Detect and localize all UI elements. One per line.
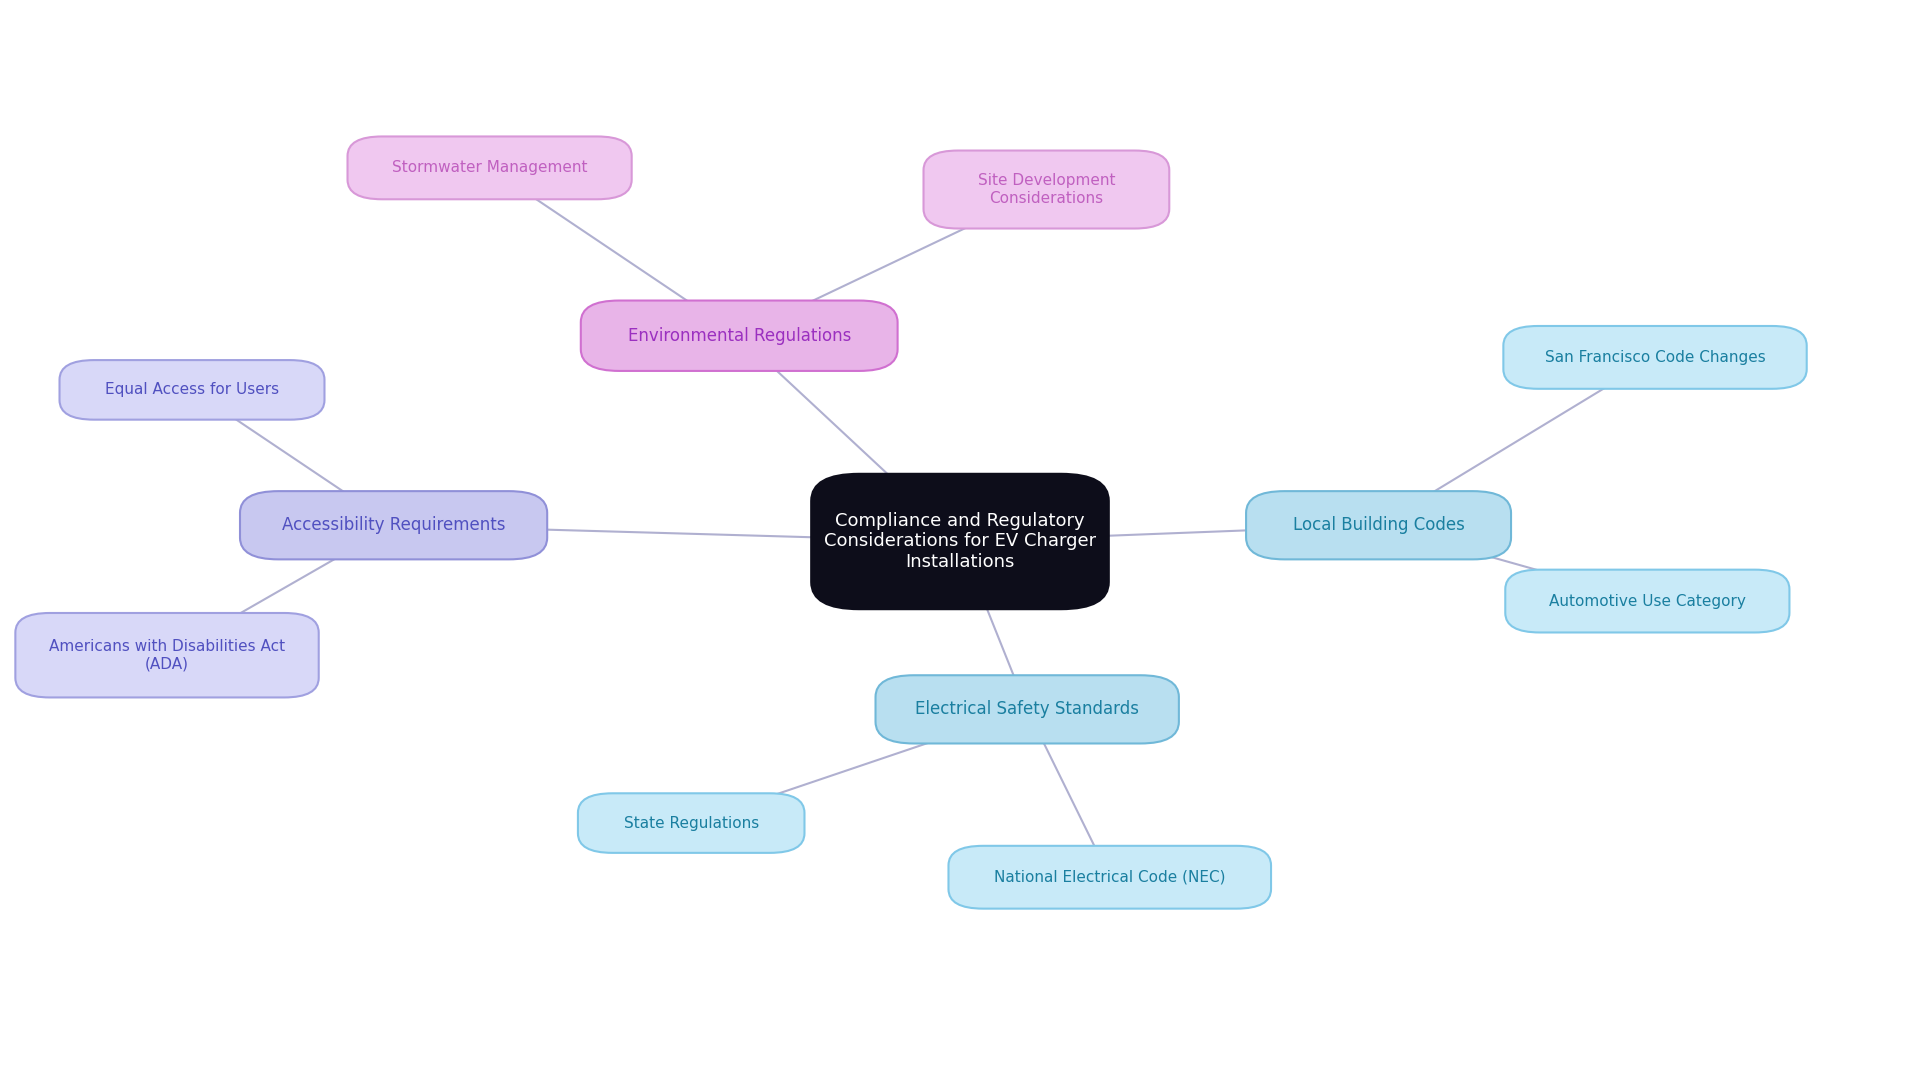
Text: Environmental Regulations: Environmental Regulations: [628, 327, 851, 344]
FancyBboxPatch shape: [15, 613, 319, 697]
FancyBboxPatch shape: [876, 676, 1179, 744]
Text: Site Development
Considerations: Site Development Considerations: [977, 173, 1116, 206]
Text: National Electrical Code (NEC): National Electrical Code (NEC): [995, 870, 1225, 885]
Text: Automotive Use Category: Automotive Use Category: [1549, 593, 1745, 609]
FancyBboxPatch shape: [578, 793, 804, 853]
FancyBboxPatch shape: [348, 136, 632, 199]
Text: Americans with Disabilities Act
(ADA): Americans with Disabilities Act (ADA): [50, 639, 284, 671]
FancyBboxPatch shape: [810, 474, 1110, 609]
FancyBboxPatch shape: [1503, 326, 1807, 389]
Text: Accessibility Requirements: Accessibility Requirements: [282, 517, 505, 534]
Text: Electrical Safety Standards: Electrical Safety Standards: [916, 701, 1139, 718]
Text: Compliance and Regulatory
Considerations for EV Charger
Installations: Compliance and Regulatory Considerations…: [824, 511, 1096, 572]
FancyBboxPatch shape: [1246, 492, 1511, 559]
Text: Stormwater Management: Stormwater Management: [392, 160, 588, 175]
Text: State Regulations: State Regulations: [624, 815, 758, 831]
Text: San Francisco Code Changes: San Francisco Code Changes: [1546, 350, 1764, 365]
FancyBboxPatch shape: [1505, 570, 1789, 632]
FancyBboxPatch shape: [240, 492, 547, 559]
Text: Local Building Codes: Local Building Codes: [1292, 517, 1465, 534]
FancyBboxPatch shape: [948, 846, 1271, 909]
FancyBboxPatch shape: [580, 301, 899, 370]
FancyBboxPatch shape: [60, 360, 324, 419]
FancyBboxPatch shape: [924, 151, 1169, 229]
Text: Equal Access for Users: Equal Access for Users: [106, 382, 278, 397]
